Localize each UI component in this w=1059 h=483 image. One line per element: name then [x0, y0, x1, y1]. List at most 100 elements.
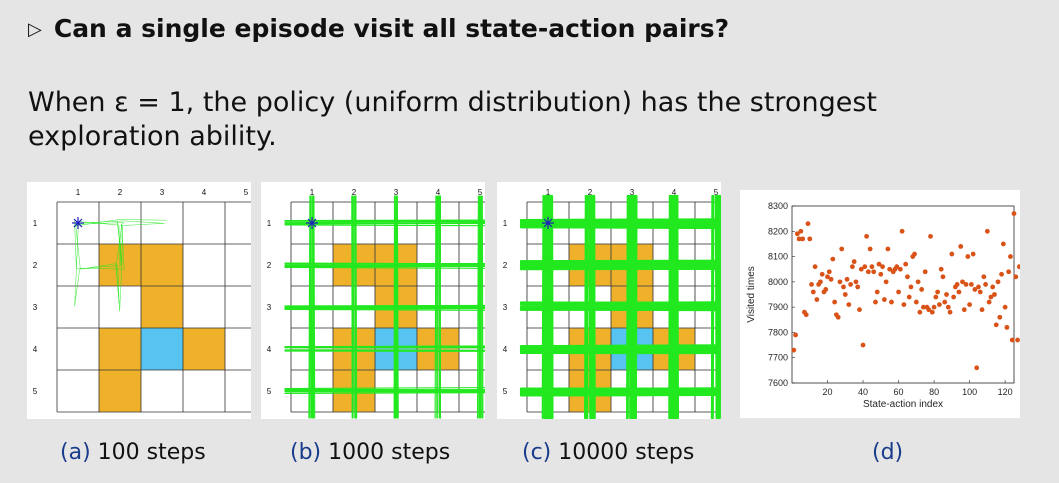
data-point [961, 307, 967, 313]
obstacle-cell [141, 286, 183, 328]
data-point [874, 289, 880, 295]
data-point [986, 299, 992, 305]
y-tick-label: 7600 [768, 378, 788, 388]
data-point [864, 233, 869, 239]
obstacle-cell [99, 328, 141, 370]
row-label: 2 [267, 261, 272, 270]
data-point [1013, 274, 1019, 280]
data-point [929, 309, 935, 315]
data-point [990, 284, 996, 290]
data-point [793, 332, 798, 338]
data-point [819, 271, 825, 277]
data-point [931, 304, 937, 310]
data-point [935, 289, 941, 295]
data-point [1009, 337, 1015, 343]
data-point [897, 266, 903, 272]
data-point [841, 284, 846, 290]
data-point [883, 279, 889, 285]
data-point [846, 302, 852, 308]
row-label: 5 [503, 387, 508, 396]
data-point [970, 251, 976, 257]
row-label: 1 [503, 219, 508, 228]
grid-panel-c: 1 2 3 4 5 1 2 3 4 5 [497, 182, 745, 420]
data-point [832, 299, 838, 305]
row-label: 4 [503, 345, 508, 354]
caption-d-label: (d) [872, 440, 904, 465]
target-cell [141, 328, 183, 370]
row-label: 3 [33, 303, 38, 312]
data-point [977, 289, 983, 295]
column-label: 3 [394, 188, 399, 197]
data-point [942, 299, 948, 305]
grid-panel-a: 1 2 3 4 5 1 2 3 4 5 [27, 182, 268, 419]
row-label: 5 [33, 387, 38, 396]
data-point [830, 256, 836, 262]
data-point [887, 266, 893, 272]
data-point [809, 281, 814, 287]
column-label: 1 [76, 188, 81, 197]
slide-heading: ▷ Can a single episode visit all state-ac… [28, 14, 729, 43]
data-point [960, 279, 965, 285]
caption-c: (c) 10000 steps [522, 440, 694, 465]
trajectory-line [480, 195, 483, 419]
data-point [800, 236, 806, 242]
data-point [958, 244, 964, 249]
trajectory-line [669, 194, 673, 420]
x-tick-label: 100 [962, 387, 977, 397]
data-point [873, 299, 878, 305]
data-point [857, 307, 862, 313]
data-point [791, 347, 797, 353]
data-point [999, 271, 1004, 277]
data-point [983, 281, 988, 287]
column-label: 1 [310, 188, 315, 197]
data-point [869, 264, 875, 270]
data-point [976, 284, 981, 290]
row-label: 1 [267, 219, 272, 228]
data-point [810, 289, 816, 295]
data-point [878, 271, 884, 277]
row-label: 3 [267, 303, 272, 312]
caption-c-label: (c) [522, 440, 552, 465]
data-point [1008, 254, 1013, 259]
column-label: 5 [478, 188, 483, 197]
row-label: 2 [503, 261, 508, 270]
data-point [913, 299, 919, 305]
trajectory-line [519, 308, 745, 312]
column-label: 4 [202, 188, 207, 197]
data-point [837, 279, 843, 285]
data-point [938, 266, 944, 272]
data-point [803, 312, 809, 318]
data-point [988, 294, 994, 300]
column-label: 1 [546, 188, 551, 197]
data-point [947, 309, 953, 315]
data-point [965, 254, 971, 259]
data-point [979, 307, 985, 313]
trajectory-line [519, 305, 745, 309]
data-point [921, 304, 926, 310]
trajectory-line [717, 194, 721, 420]
x-tick-label: 60 [894, 387, 904, 397]
plot-box [791, 205, 1015, 384]
data-point [894, 264, 900, 270]
data-point [899, 228, 905, 234]
trajectory-line [672, 194, 676, 420]
trajectory-line [519, 344, 745, 348]
data-point [839, 246, 845, 252]
caption-d: (d) [872, 440, 903, 465]
data-point [814, 297, 820, 302]
data-point [908, 284, 914, 290]
trajectory-line [438, 195, 442, 419]
grid-figure-b: 1 2 3 4 5 1 2 3 4 5 [267, 188, 508, 419]
data-point [974, 365, 980, 371]
trajectory-line [284, 266, 508, 269]
data-point [796, 236, 802, 242]
column-label: 4 [672, 188, 677, 197]
data-point [826, 269, 832, 275]
trajectory-line [519, 263, 745, 266]
data-point [901, 302, 907, 308]
data-point [889, 299, 894, 305]
data-point [933, 294, 939, 300]
data-point [1002, 304, 1008, 310]
data-point [1004, 324, 1010, 330]
trajectory-line [519, 387, 745, 391]
